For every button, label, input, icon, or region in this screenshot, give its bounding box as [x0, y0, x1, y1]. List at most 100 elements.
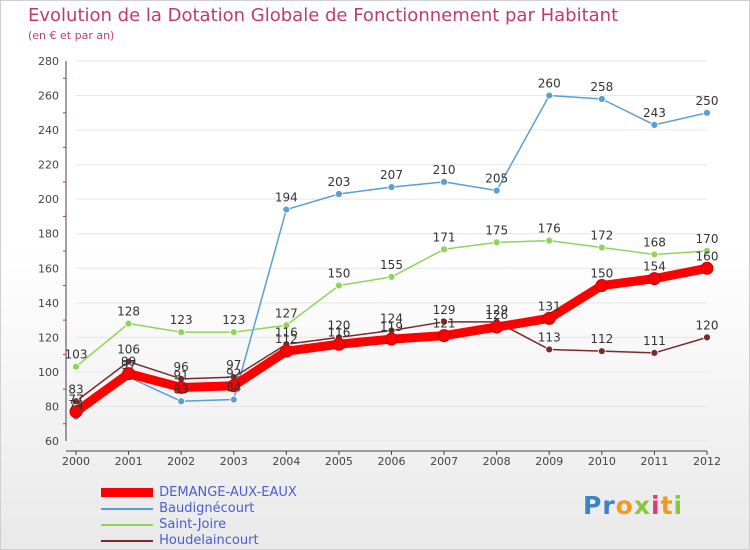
- y-tick-label: 260: [38, 90, 59, 103]
- data-label-0: 121: [433, 317, 456, 331]
- series-point-2: [387, 273, 396, 281]
- x-tick-label: 2002: [167, 455, 195, 468]
- series-point-0: [437, 329, 451, 343]
- data-label-2: 150: [327, 267, 350, 281]
- data-label-2: 176: [538, 222, 561, 236]
- data-label-0: 77: [68, 393, 83, 407]
- data-label-0: 119: [380, 320, 403, 334]
- data-label-3: 96: [174, 360, 189, 374]
- legend-swatch-demange: [101, 488, 153, 497]
- data-label-2: 128: [117, 305, 140, 319]
- series-point-1: [492, 186, 501, 195]
- data-label-1: 84: [226, 381, 241, 395]
- series-point-1: [650, 121, 659, 129]
- y-tick-label: 180: [38, 228, 59, 241]
- data-label-3: 129: [433, 303, 456, 317]
- series-point-2: [177, 328, 186, 337]
- legend-swatch-saint-joire: [101, 523, 153, 526]
- y-tick-label: 80: [45, 400, 59, 413]
- legend-label-demange: DEMANGE-AUX-EAUX: [159, 485, 297, 500]
- series-point-3: [650, 349, 659, 357]
- series-point-2: [335, 281, 343, 290]
- y-tick-label: 60: [45, 435, 59, 448]
- data-label-1: 203: [327, 175, 350, 189]
- series-point-1: [597, 95, 606, 103]
- data-label-1: 74: [68, 398, 83, 412]
- series-point-1: [229, 395, 238, 404]
- series-point-2: [650, 250, 659, 259]
- series-point-1: [282, 205, 291, 214]
- x-tick-label: 2003: [220, 455, 248, 468]
- data-label-3: 124: [380, 311, 403, 325]
- data-label-1: 205: [485, 172, 508, 186]
- series-point-3: [703, 333, 711, 342]
- series-point-2: [282, 321, 291, 330]
- data-label-2: 103: [65, 348, 88, 362]
- series-point-2: [124, 319, 133, 328]
- x-tick-label: 2008: [483, 455, 511, 468]
- series-point-0: [332, 337, 346, 351]
- data-label-1: 83: [174, 382, 189, 396]
- series-point-2: [440, 245, 448, 254]
- series-point-0: [279, 344, 293, 358]
- series-point-1: [335, 190, 343, 198]
- x-tick-label: 2010: [588, 455, 616, 468]
- series-point-0: [385, 332, 398, 346]
- x-tick-label: 2006: [378, 455, 406, 468]
- series-point-0: [174, 380, 188, 394]
- data-label-0: 150: [590, 267, 613, 281]
- legend-item-saint-joire: Saint-Joire: [101, 517, 297, 533]
- x-tick-label: 2009: [535, 455, 563, 468]
- data-label-0: 91: [174, 368, 189, 382]
- y-tick-label: 160: [38, 262, 59, 275]
- legend-swatch-houdelaincourt: [101, 539, 153, 542]
- series-point-3: [440, 317, 448, 326]
- series-point-0: [122, 367, 136, 381]
- x-tick-label: 2005: [325, 455, 353, 468]
- series-point-0: [595, 279, 609, 293]
- data-label-3: 97: [226, 358, 241, 372]
- data-label-1: 210: [433, 163, 456, 177]
- series-point-0: [227, 379, 241, 393]
- data-label-3: 106: [117, 343, 140, 357]
- data-label-0: 99: [121, 355, 136, 369]
- data-label-3: 120: [696, 318, 719, 332]
- y-tick-label: 280: [38, 55, 59, 68]
- series-point-1: [440, 178, 448, 186]
- series-point-2: [545, 236, 554, 245]
- data-label-0: 160: [696, 249, 719, 263]
- data-label-3: 83: [68, 382, 83, 396]
- data-label-0: 154: [643, 260, 666, 274]
- x-tick-label: 2001: [115, 455, 143, 468]
- data-label-2: 127: [275, 306, 298, 320]
- series-point-3: [545, 345, 554, 354]
- series-point-3: [124, 357, 133, 366]
- series-point-0: [490, 320, 504, 334]
- x-tick-label: 2011: [640, 455, 668, 468]
- series-point-2: [703, 247, 711, 255]
- series-point-3: [72, 397, 80, 406]
- data-label-2: 168: [643, 235, 666, 249]
- chart-legend: DEMANGE-AUX-EAUX Baudignécourt Saint-Joi…: [101, 485, 297, 549]
- series-point-0: [700, 261, 714, 275]
- data-label-2: 170: [696, 232, 719, 246]
- data-label-2: 175: [485, 223, 508, 237]
- data-label-1: 194: [275, 191, 298, 205]
- series-point-0: [69, 405, 83, 419]
- series-point-0: [542, 311, 556, 325]
- data-label-0: 92: [226, 367, 241, 381]
- data-label-2: 172: [590, 229, 613, 243]
- series-point-1: [387, 183, 396, 191]
- data-label-3: 112: [590, 332, 613, 346]
- data-label-2: 123: [170, 313, 193, 327]
- chart-subtitle: (en € et par an): [28, 29, 115, 42]
- proxiti-logo: Proxiti: [583, 491, 684, 520]
- x-tick-label: 2012: [693, 455, 721, 468]
- legend-item-demange: DEMANGE-AUX-EAUX: [101, 485, 297, 501]
- data-label-0: 131: [538, 299, 561, 313]
- legend-swatch-baudignecourt: [101, 507, 153, 510]
- legend-label-houdelaincourt: Houdelaincourt: [159, 533, 259, 548]
- x-tick-label: 2004: [272, 455, 300, 468]
- y-tick-label: 200: [38, 193, 59, 206]
